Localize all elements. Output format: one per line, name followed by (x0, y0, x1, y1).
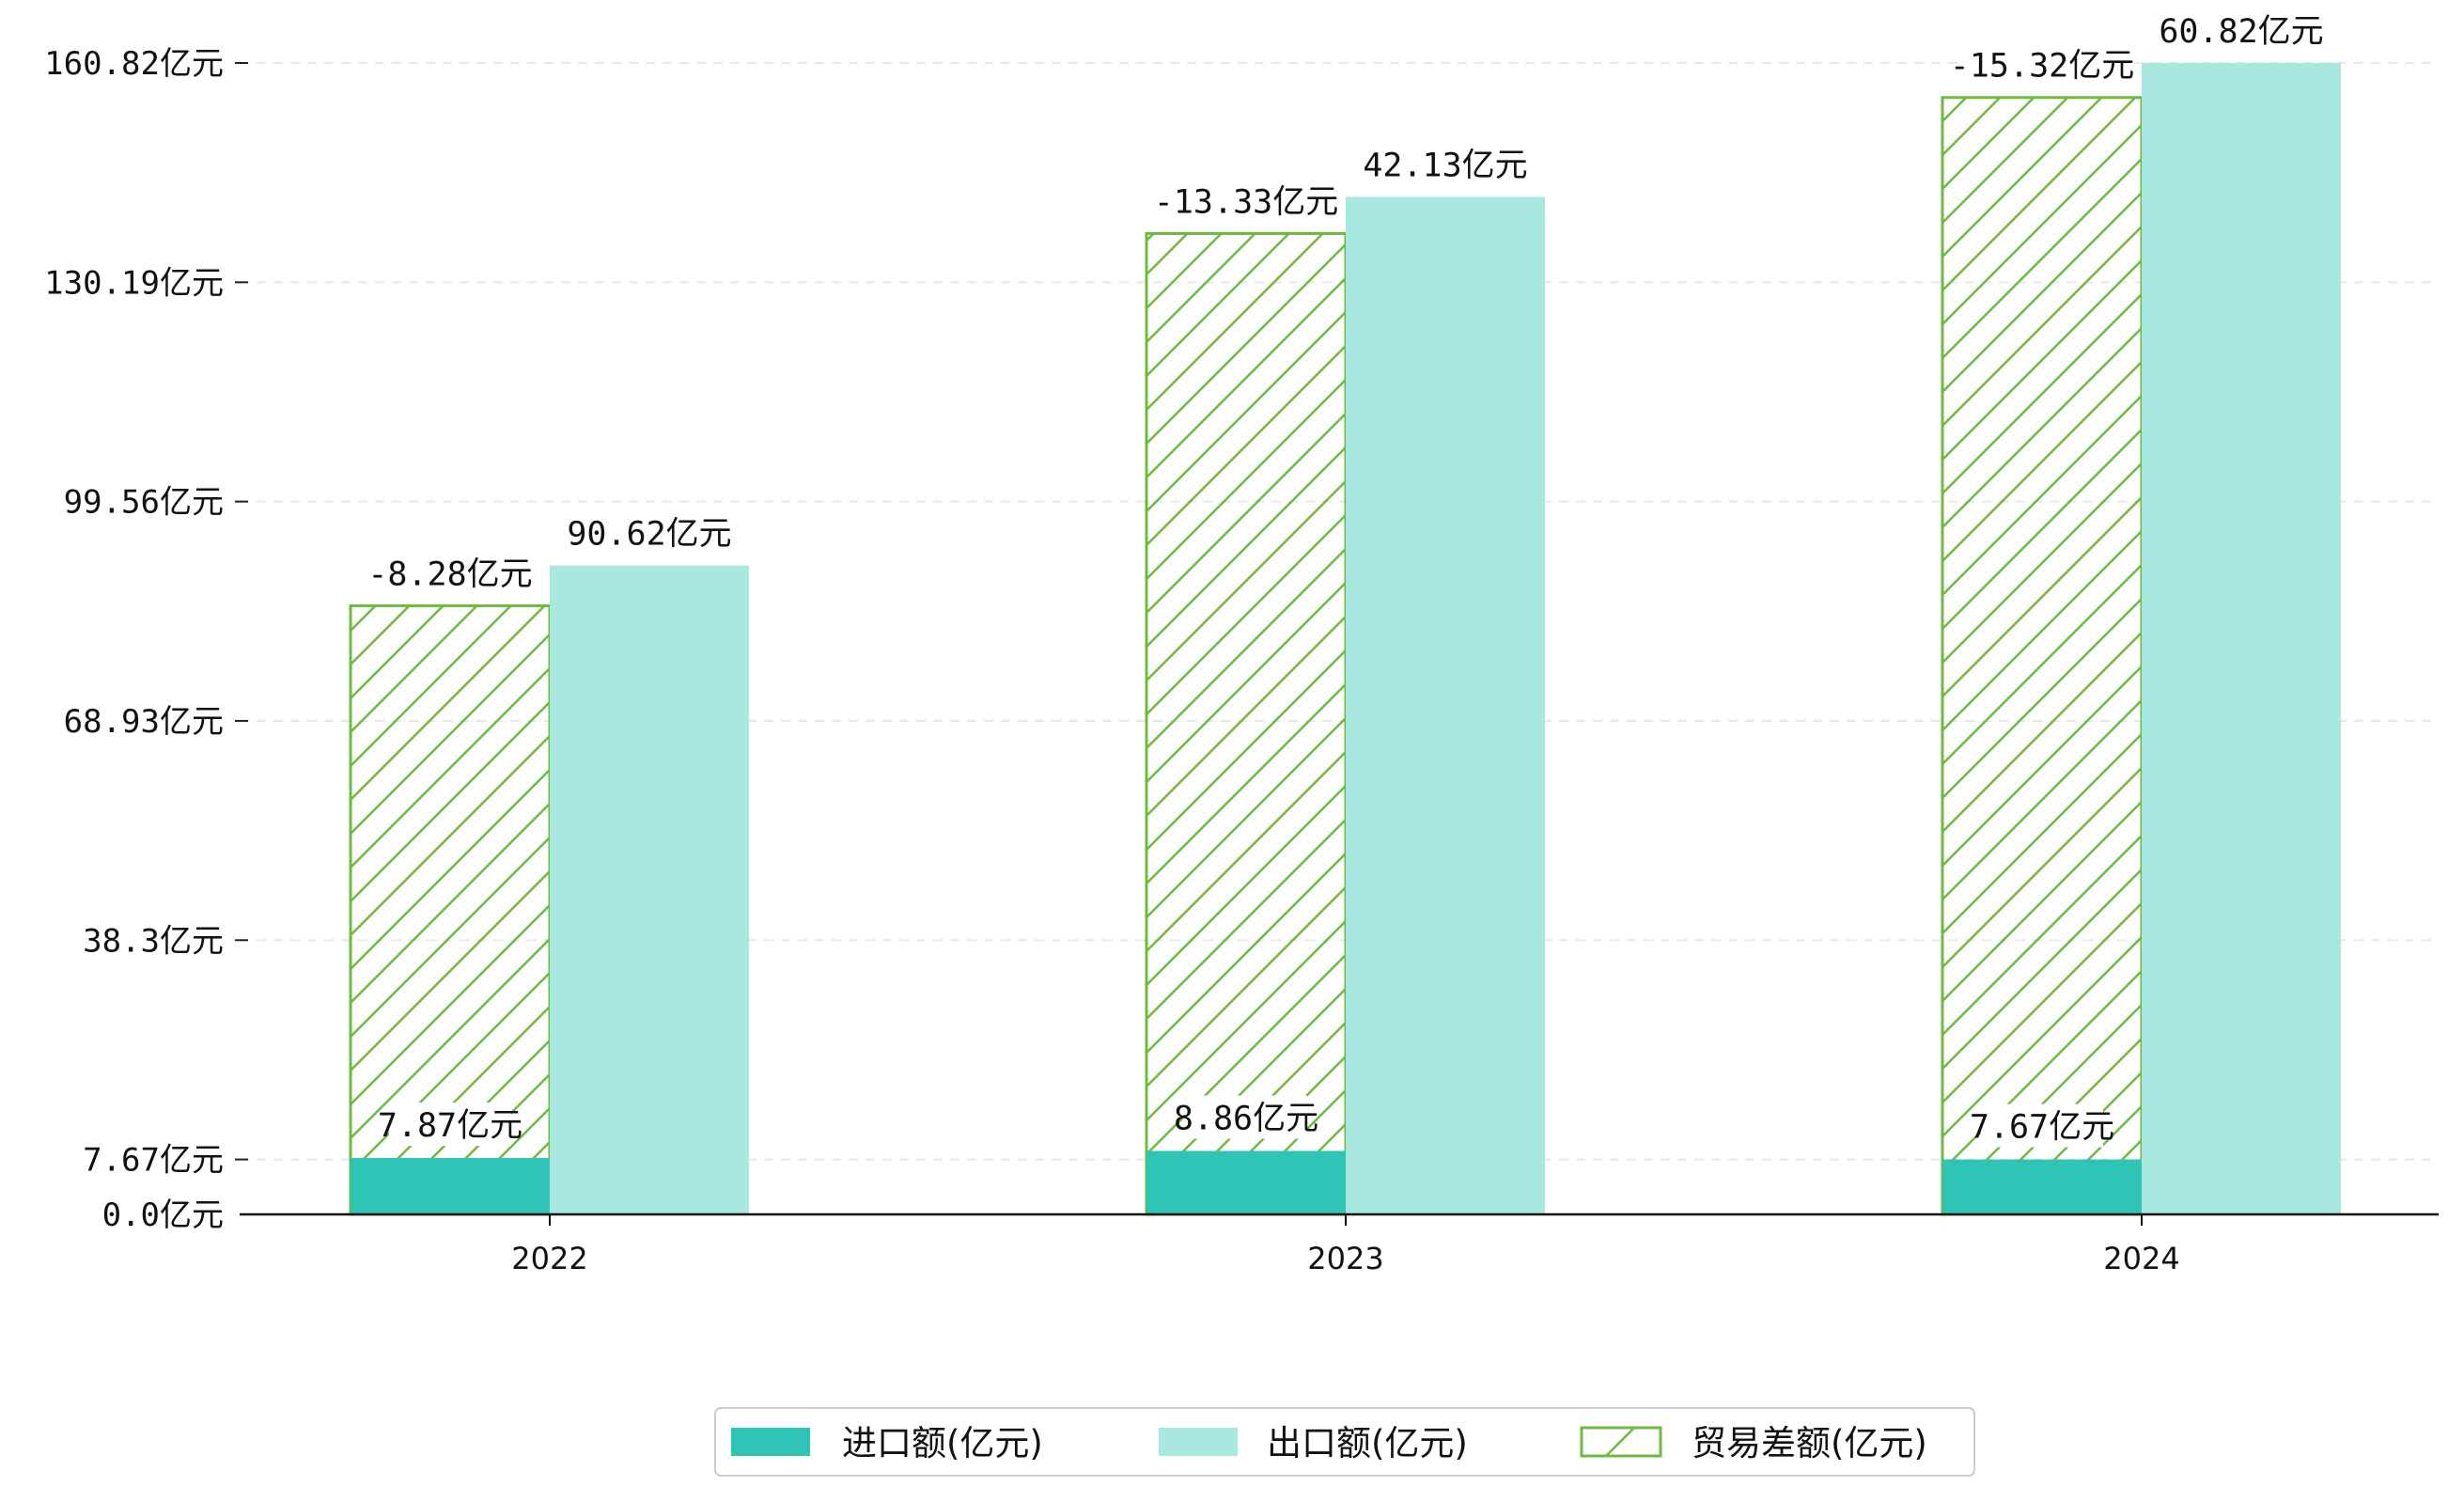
x-tick-label: 2022 (511, 1241, 587, 1276)
y-tick-label: 130.19亿元 (44, 264, 224, 302)
export-bar (1346, 196, 1545, 1214)
legend: 进口额(亿元) 出口额(亿元) 贸易差额(亿元) (714, 1407, 1975, 1477)
export-label: 60.82亿元 (2159, 13, 2323, 51)
import-label-bg (1981, 1103, 2103, 1148)
balance-label-bg (380, 551, 521, 595)
export-label-bg (1375, 142, 1516, 186)
balance-label-bg (1166, 179, 1326, 223)
legend-label: 出口额(亿元) (1267, 1423, 1468, 1463)
balance-bar (1941, 96, 2144, 1216)
import-bar (1146, 1150, 1346, 1214)
balance-label: -13.33亿元 (1154, 183, 1338, 221)
export-bar (2142, 63, 2341, 1214)
balance-label: -15.32亿元 (1950, 48, 2134, 86)
legend-hatch-line (1605, 1427, 1635, 1457)
import-label: 7.67亿元 (1970, 1109, 2114, 1147)
axes: 0.0亿元 7.67亿元 38.3亿元 68.93亿元 99.56亿元 130.19亿元 1… (44, 45, 2439, 1276)
legend-label: 进口额(亿元) (842, 1423, 1043, 1463)
y-tick-label: 0.0亿元 (102, 1197, 224, 1234)
import-bar (1942, 1159, 2142, 1214)
data-labels: -8.28亿元 90.62亿元 7.87亿元 -13.33亿元 42.13亿元 8.86亿… (367, 8, 2324, 1148)
export-label-bg (579, 510, 720, 555)
legend-box (714, 1407, 1975, 1477)
balance-label-bg (1962, 42, 2122, 86)
bars (349, 63, 2341, 1216)
legend-swatch (1580, 1426, 1662, 1458)
export-label: 42.13亿元 (1363, 147, 1527, 184)
x-tick-label: 2023 (1307, 1241, 1383, 1276)
balance-bar (1145, 231, 1348, 1216)
legend-swatch (731, 1428, 810, 1456)
y-tick-label: 160.82亿元 (44, 45, 224, 83)
y-tick-label: 7.67亿元 (83, 1142, 224, 1180)
export-label: 90.62亿元 (567, 516, 731, 554)
x-tick-label: 2024 (2103, 1241, 2179, 1276)
import-label: 8.86亿元 (1174, 1101, 1318, 1138)
balance-label: -8.28亿元 (367, 556, 532, 594)
export-label-bg (2171, 8, 2312, 52)
import-bar (351, 1158, 550, 1214)
legend-swatch (1159, 1428, 1238, 1456)
legend-label: 贸易差额(亿元) (1692, 1423, 1927, 1463)
import-label-bg (1185, 1095, 1307, 1139)
y-tick-label: 38.3亿元 (83, 922, 224, 960)
import-label: 7.87亿元 (378, 1107, 522, 1145)
y-tick-label: 99.56亿元 (64, 484, 224, 522)
y-tick-label: 68.93亿元 (64, 703, 224, 741)
export-bar (550, 565, 749, 1214)
import-label-bg (389, 1103, 511, 1147)
